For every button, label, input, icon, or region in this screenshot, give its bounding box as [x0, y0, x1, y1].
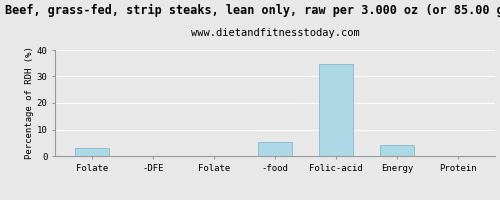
Bar: [258, 142, 292, 156]
Text: Beef, grass-fed, strip steaks, lean only, raw per 3.000 oz (or 85.00 g): Beef, grass-fed, strip steaks, lean only…: [5, 4, 500, 17]
Bar: [75, 148, 108, 156]
Text: www.dietandfitnesstoday.com: www.dietandfitnesstoday.com: [190, 28, 360, 38]
Y-axis label: Percentage of RDH (%): Percentage of RDH (%): [25, 47, 34, 159]
Bar: [320, 64, 353, 156]
Bar: [380, 145, 414, 156]
